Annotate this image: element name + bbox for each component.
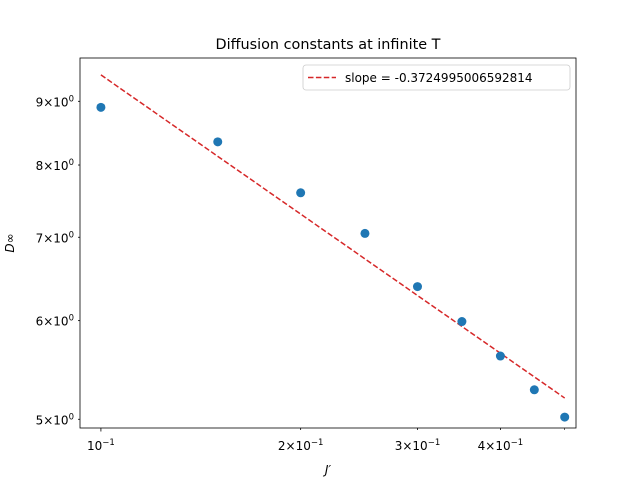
x-tick-label: 4×10−1 <box>478 438 524 453</box>
data-point <box>412 282 422 292</box>
x-axis-label: J′ <box>323 463 332 477</box>
x-tick-label: 10−1 <box>87 438 115 453</box>
y-tick-label: 8×100 <box>36 158 74 173</box>
chart-title: Diffusion constants at infinite T <box>216 37 441 53</box>
plot-frame <box>79 57 577 429</box>
data-point <box>495 351 505 361</box>
data-point <box>96 102 106 112</box>
y-tick-label: 7×100 <box>36 230 74 245</box>
data-point <box>560 412 570 422</box>
y-tick-label: 6×100 <box>36 314 74 329</box>
legend-label: slope = -0.3724995006592814 <box>345 71 533 85</box>
x-tick-label: 2×10−1 <box>278 438 324 453</box>
legend-box <box>302 64 571 91</box>
y-axis-label: D∞ <box>3 233 17 252</box>
data-point <box>457 317 467 327</box>
chart-marks <box>96 74 570 422</box>
data-point <box>529 385 539 395</box>
x-axis-ticks: 10−1 2×10−1 3×10−1 4×10−1 <box>87 428 565 453</box>
y-tick-label: 9×100 <box>36 94 74 109</box>
legend: slope = -0.3724995006592814 <box>302 64 571 91</box>
y-tick-label: 5×100 <box>36 412 74 427</box>
data-point <box>360 228 370 238</box>
x-tick-label: 3×10−1 <box>395 438 441 453</box>
plot-background <box>80 58 576 428</box>
fit-line <box>100 74 566 399</box>
data-point <box>213 137 223 147</box>
y-axis-ticks: 5×100 6×100 7×100 8×100 9×100 <box>36 94 80 427</box>
data-point <box>296 188 306 198</box>
